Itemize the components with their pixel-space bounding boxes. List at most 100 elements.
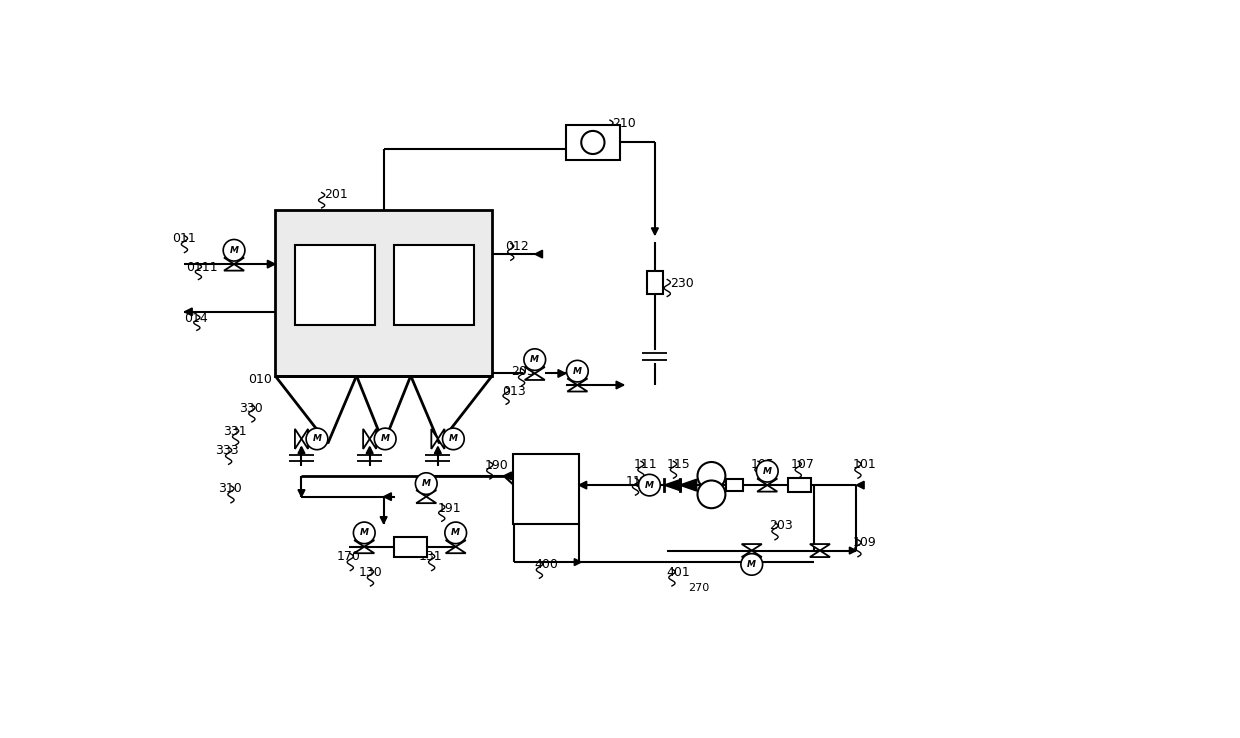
Text: 130: 130	[358, 565, 383, 579]
Polygon shape	[370, 429, 376, 449]
Polygon shape	[525, 373, 544, 380]
Circle shape	[443, 428, 464, 449]
Circle shape	[697, 480, 725, 508]
Polygon shape	[742, 551, 761, 557]
Polygon shape	[810, 544, 830, 551]
Polygon shape	[298, 446, 305, 454]
Text: 401: 401	[667, 565, 691, 579]
Bar	[789, 478, 811, 492]
Polygon shape	[445, 540, 466, 547]
Polygon shape	[355, 547, 374, 554]
Polygon shape	[635, 481, 644, 489]
Polygon shape	[857, 481, 864, 489]
Text: M: M	[748, 560, 756, 569]
Bar	[727, 479, 743, 492]
Text: M: M	[381, 435, 389, 444]
Bar	[565, 125, 620, 160]
Text: 191: 191	[438, 502, 461, 514]
Polygon shape	[355, 540, 374, 547]
Text: 333: 333	[216, 444, 239, 457]
Text: 201: 201	[324, 188, 347, 201]
Circle shape	[374, 428, 396, 449]
Polygon shape	[503, 472, 511, 480]
Text: 115: 115	[667, 458, 691, 471]
Text: 012: 012	[506, 240, 529, 253]
Text: 270: 270	[688, 582, 709, 593]
Bar	[295, 245, 374, 325]
Circle shape	[523, 349, 546, 370]
Text: M: M	[229, 246, 238, 255]
Polygon shape	[268, 261, 275, 268]
Text: 131: 131	[419, 551, 443, 563]
Circle shape	[756, 461, 779, 482]
Circle shape	[567, 360, 588, 382]
Polygon shape	[567, 385, 588, 392]
Text: M: M	[763, 466, 771, 476]
Circle shape	[697, 462, 725, 490]
Text: 310: 310	[218, 483, 242, 495]
Polygon shape	[849, 547, 857, 554]
Circle shape	[582, 131, 605, 154]
Polygon shape	[680, 479, 697, 491]
Polygon shape	[366, 446, 373, 454]
Polygon shape	[224, 264, 244, 271]
Polygon shape	[651, 228, 658, 235]
Polygon shape	[298, 490, 305, 497]
Text: M: M	[451, 528, 460, 537]
Polygon shape	[742, 544, 761, 551]
Text: 170: 170	[337, 551, 361, 563]
Text: 203: 203	[770, 520, 794, 532]
Text: 109: 109	[853, 537, 877, 549]
Circle shape	[353, 522, 374, 544]
Text: M: M	[312, 435, 321, 444]
Bar	[394, 537, 427, 556]
Text: M: M	[360, 528, 368, 537]
Text: 230: 230	[671, 277, 694, 290]
Polygon shape	[665, 479, 681, 491]
Text: 205: 205	[511, 365, 536, 379]
Circle shape	[742, 554, 763, 575]
Text: 011: 011	[172, 232, 196, 245]
Polygon shape	[534, 250, 543, 258]
Circle shape	[445, 522, 466, 544]
Bar	[513, 455, 579, 523]
Polygon shape	[558, 370, 565, 377]
Polygon shape	[363, 429, 370, 449]
Polygon shape	[810, 551, 830, 557]
Text: 105: 105	[750, 458, 774, 471]
Polygon shape	[438, 429, 444, 449]
Text: 107: 107	[791, 458, 815, 471]
Polygon shape	[567, 379, 588, 385]
Polygon shape	[417, 497, 436, 503]
Text: 014: 014	[185, 311, 208, 325]
Text: M: M	[645, 480, 653, 489]
Bar	[275, 210, 492, 376]
Polygon shape	[758, 479, 777, 485]
Circle shape	[415, 473, 438, 494]
Text: M: M	[531, 355, 539, 364]
Text: 400: 400	[534, 558, 559, 571]
Text: 013: 013	[502, 384, 526, 398]
Text: V: V	[708, 489, 714, 500]
Polygon shape	[417, 490, 436, 497]
Text: 0111: 0111	[186, 261, 218, 274]
Bar	[647, 271, 662, 294]
Polygon shape	[381, 517, 387, 523]
Polygon shape	[432, 429, 438, 449]
Polygon shape	[185, 308, 192, 316]
Text: 113: 113	[625, 475, 649, 488]
Text: 010: 010	[248, 373, 272, 386]
Bar	[394, 245, 475, 325]
Text: 101: 101	[853, 458, 877, 471]
Text: 111: 111	[634, 458, 657, 471]
Circle shape	[223, 239, 246, 261]
Polygon shape	[525, 367, 544, 373]
Text: M: M	[449, 435, 458, 444]
Polygon shape	[579, 481, 587, 489]
Circle shape	[639, 475, 661, 496]
Text: M: M	[422, 479, 430, 488]
Circle shape	[306, 428, 327, 449]
Polygon shape	[301, 429, 308, 449]
Text: 331: 331	[223, 424, 247, 438]
Polygon shape	[224, 258, 244, 264]
